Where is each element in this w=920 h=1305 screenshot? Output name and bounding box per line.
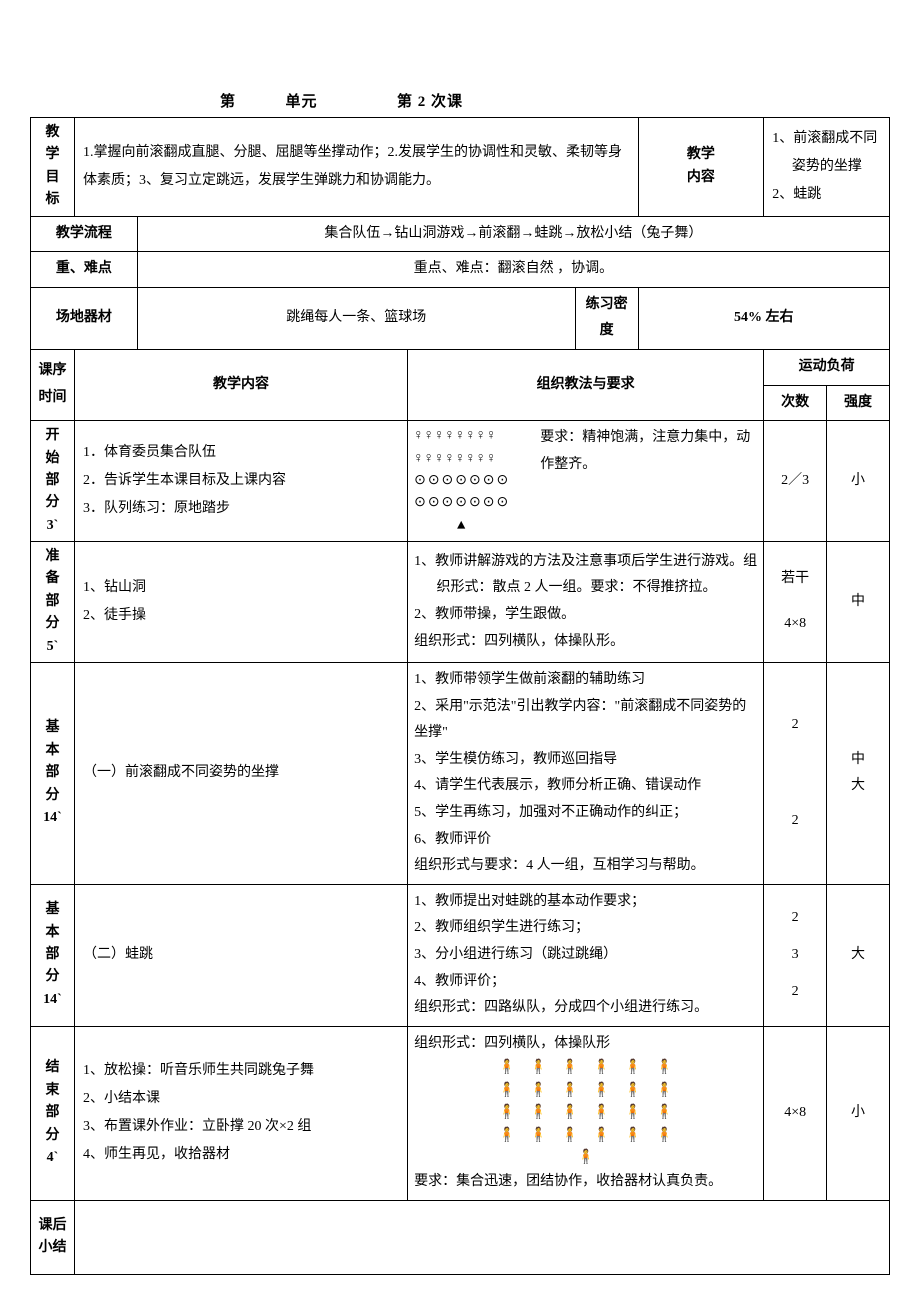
main1-times: 2 2 [764,663,827,885]
hdr-intensity: 强度 [827,385,890,421]
main2-intensity: 大 [827,884,890,1026]
m1-5: 5、学生再练习，加强对不正确动作的纠正； [414,800,757,827]
prep-times: 若干 4×8 [764,542,827,663]
main2-content: （二）蛙跳 [74,884,407,1026]
prep-t1: 若干 [770,566,820,593]
m1-4: 4、请学生代表展示，教师分析正确、错误动作 [414,773,757,800]
m1-2: 2、采用"示范法"引出教学内容："前滚翻成不同姿势的坐撑" [414,694,757,747]
m2-t2: 3 [770,942,820,969]
flow-label: 教学流程 [31,216,138,252]
prep-m2: 2、教师带操，学生跟做。 [414,602,757,629]
title-unit: 单元 [286,94,318,110]
content-label: 教学内容 [638,118,764,217]
start-c2: 2．告诉学生本课目标及上课内容 [112,467,399,495]
m2-2: 2、教师组织学生进行练习； [414,915,757,942]
page-title: 第 单元 第 2 次课 [30,90,890,111]
prep-c1: 1、钻山洞 [83,574,399,602]
m1-1: 1、教师带领学生做前滚翻的辅助练习 [414,667,757,694]
main1-time: 14` [33,807,72,829]
main2-times: 2 3 2 [764,884,827,1026]
prep-time: 5` [33,636,72,658]
m2-5: 组织形式：四路纵队，分成四个小组进行练习。 [414,995,757,1022]
start-label: 开始部分 3` [31,421,75,542]
formation-diagram: ♀♀♀♀♀♀♀♀ ♀♀♀♀♀♀♀♀ ⊙⊙⊙⊙⊙⊙⊙ ⊙⊙⊙⊙⊙⊙⊙ ▲ [414,425,510,537]
end-label: 结束部分 4` [31,1026,75,1200]
hdr-load: 运动负荷 [764,349,890,385]
title-prefix: 第 [220,94,236,110]
end-req: 要求：集合迅速，团结协作，收拾器材认真负责。 [414,1169,757,1196]
key-label: 重、难点 [31,252,138,288]
formation-r3: ⊙⊙⊙⊙⊙⊙⊙ [414,470,510,492]
density-label: 练习密度 [575,287,638,349]
goal-text: 1.掌握向前滚翻成直腿、分腿、屈腿等坐撑动作；2.发展学生的协调性和灵敏、柔韧等… [74,118,638,217]
equip-text: 跳绳每人一条、篮球场 [137,287,575,349]
start-time: 3` [33,515,72,537]
start-times: 2／3 [764,421,827,542]
key-text: 重点、难点：翻滚自然 ，协调。 [137,252,889,288]
prep-m3: 组织形式：四列横队，体操队形。 [414,629,757,656]
summary-content [74,1200,889,1274]
equip-label: 场地器材 [31,287,138,349]
end-formation: 🧍 🧍 🧍 🧍 🧍 🧍 🧍 🧍 🧍 🧍 🧍 🧍 🧍 🧍 🧍 🧍 🧍 🧍 🧍 🧍 … [414,1057,757,1169]
title-class: 第 2 次课 [397,94,463,110]
hdr-times: 次数 [764,385,827,421]
prep-method: 1、教师讲解游戏的方法及注意事项后学生进行游戏。组织形式：散点 2 人一组。要求… [408,542,764,663]
m2-1: 1、教师提出对蛙跳的基本动作要求； [414,889,757,916]
prep-content: 1、钻山洞 2、徒手操 [74,542,407,663]
content-line-2: 2、蛙跳 [772,181,881,209]
main2-label: 基本部分 14` [31,884,75,1026]
end-c4: 4、师生再见，收拾器材 [83,1141,399,1169]
m1-3: 3、学生模仿练习，教师巡回指导 [414,747,757,774]
m2-t3: 2 [770,979,820,1006]
hdr-content: 教学内容 [74,349,407,420]
m2-3: 3、分小组进行练习（跳过跳绳） [414,942,757,969]
formation-leader: ▲ [414,515,510,537]
end-c2: 2、小结本课 [83,1085,399,1113]
content-line-1: 1、前滚翻成不同姿势的坐撑 [792,125,881,181]
m1-7: 组织形式与要求：4 人一组，互相学习与帮助。 [414,853,757,880]
m1-6: 6、教师评价 [414,827,757,854]
prep-t2: 4×8 [770,611,820,638]
start-c3: 3．队列练习：原地踏步 [83,495,399,523]
flow-text: 集合队伍→钻山洞游戏→前滚翻→蛙跳→放松小结（兔子舞） [137,216,889,252]
formation-r1: ♀♀♀♀♀♀♀♀ [414,425,510,447]
end-c1: 1、放松操：听音乐师生共同跳兔子舞 [105,1057,399,1085]
summary-label: 课后小结 [31,1200,75,1274]
hdr-method: 组织教法与要求 [408,349,764,420]
m2-t1: 2 [770,905,820,932]
end-c3: 3、布置课外作业：立卧撑 20 次×2 组 [105,1113,399,1141]
main1-method: 1、教师带领学生做前滚翻的辅助练习 2、采用"示范法"引出教学内容："前滚翻成不… [408,663,764,885]
density-value: 54% 左右 [638,287,889,349]
lesson-plan-table: 教学目标 1.掌握向前滚翻成直腿、分腿、屈腿等坐撑动作；2.发展学生的协调性和灵… [30,117,890,1275]
end-time: 4` [33,1147,72,1169]
m2-4: 4、教师评价； [414,969,757,996]
main2-time: 14` [33,989,72,1011]
main1-intensity: 中大 [827,663,890,885]
m1-t2: 2 [770,808,820,835]
start-content: 1．体育委员集合队伍 2．告诉学生本课目标及上课内容 3．队列练习：原地踏步 [74,421,407,542]
formation-r4: ⊙⊙⊙⊙⊙⊙⊙ [414,492,510,514]
prep-intensity: 中 [827,542,890,663]
main2-method: 1、教师提出对蛙跳的基本动作要求； 2、教师组织学生进行练习； 3、分小组进行练… [408,884,764,1026]
end-content: 1、放松操：听音乐师生共同跳兔子舞 2、小结本课 3、布置课外作业：立卧撑 20… [74,1026,407,1200]
m1-t1: 2 [770,712,820,739]
prep-c2: 2、徒手操 [83,602,399,630]
start-c1: 1．体育委员集合队伍 [83,439,399,467]
goal-label: 教学目标 [31,118,75,217]
content-text: 1、前滚翻成不同姿势的坐撑 2、蛙跳 [764,118,890,217]
end-method: 组织形式：四列横队，体操队形 🧍 🧍 🧍 🧍 🧍 🧍 🧍 🧍 🧍 🧍 🧍 🧍 🧍… [408,1026,764,1200]
start-req: 要求：精神饱满，注意力集中，动作整齐。 [540,425,757,537]
start-method: ♀♀♀♀♀♀♀♀ ♀♀♀♀♀♀♀♀ ⊙⊙⊙⊙⊙⊙⊙ ⊙⊙⊙⊙⊙⊙⊙ ▲ 要求：精… [408,421,764,542]
start-intensity: 小 [827,421,890,542]
end-times: 4×8 [764,1026,827,1200]
prep-m1: 1、教师讲解游戏的方法及注意事项后学生进行游戏。组织形式：散点 2 人一组。要求… [436,549,757,602]
end-form: 组织形式：四列横队，体操队形 [414,1031,757,1058]
main1-content: （一）前滚翻成不同姿势的坐撑 [74,663,407,885]
end-intensity: 小 [827,1026,890,1200]
main1-label: 基本部分 14` [31,663,75,885]
prep-label: 准备部分 5` [31,542,75,663]
formation-r2: ♀♀♀♀♀♀♀♀ [414,448,510,470]
hdr-seq: 课序时间 [31,349,75,420]
